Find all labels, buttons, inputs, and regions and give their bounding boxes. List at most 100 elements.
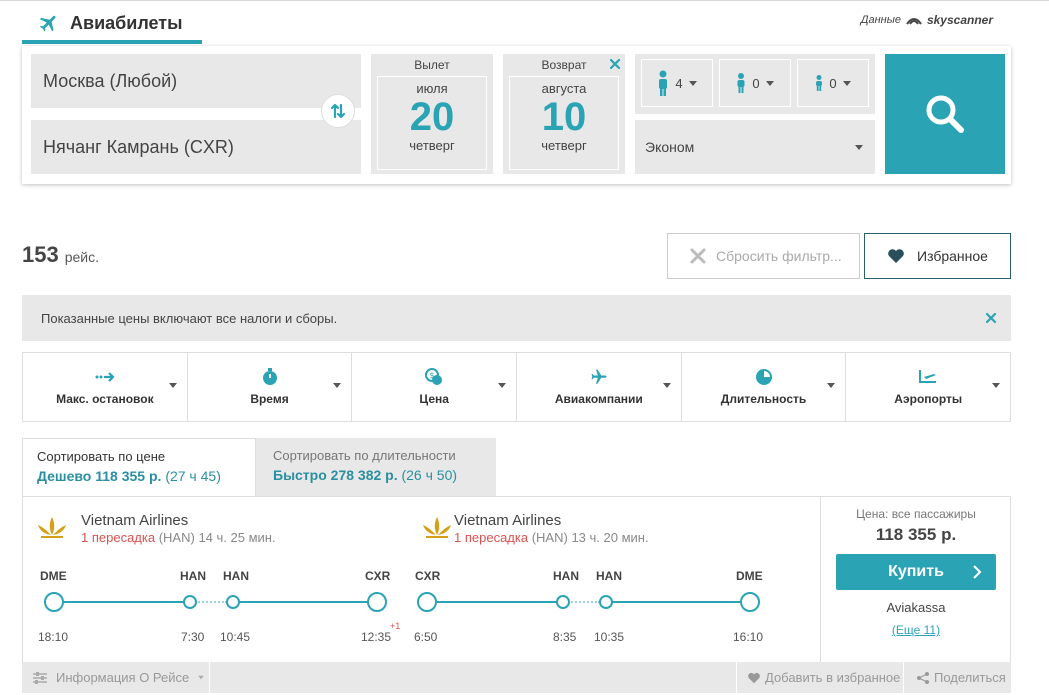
vietnam-airlines-logo-icon: [38, 517, 66, 538]
filter-label: Авиакомпании: [554, 392, 643, 406]
heart-icon: [888, 249, 904, 263]
add-fav-label: Добавить в избранное: [765, 670, 901, 685]
filter-stops[interactable]: Макс. остановок: [23, 353, 188, 421]
route-node: [44, 592, 64, 612]
flights-tab[interactable]: Авиабилеты: [22, 6, 202, 44]
filter-airports[interactable]: Аэропорты: [846, 353, 1010, 421]
route-node: [740, 592, 760, 612]
inbound-leg[interactable]: Vietnam Airlines 1 пересадка (HAN) 13 ч.…: [408, 497, 788, 665]
route-line: [610, 601, 744, 603]
favorites-label: Избранное: [917, 248, 988, 264]
adults-selector[interactable]: 4: [641, 59, 713, 107]
origin-field[interactable]: Москва (Любой): [31, 54, 361, 108]
child-icon: [737, 73, 745, 93]
return-day: 10: [541, 95, 587, 139]
price-value: 118 355 р.: [875, 525, 957, 544]
chevron-down-icon: [842, 80, 851, 86]
swap-button[interactable]: [321, 94, 355, 128]
sort-by-duration-tab[interactable]: Сортировать по длительности Быстро 278 3…: [256, 438, 496, 496]
buy-button[interactable]: Купить: [836, 554, 996, 590]
route-node: [556, 595, 570, 609]
cabin-class-value: Эконом: [645, 139, 695, 155]
agent-name: Aviakassa: [886, 600, 946, 615]
filter-label: Длительность: [720, 392, 807, 406]
children-count: 0: [752, 75, 760, 91]
departure-day: 20: [409, 95, 455, 139]
leg-time: 12:35: [361, 630, 392, 644]
sort-by-price-tab[interactable]: Сортировать по цене Дешево 118 355 р. (2…: [22, 438, 256, 497]
provider-label: Данные: [860, 14, 901, 26]
price-label: Цена: все пассажиры: [856, 507, 976, 521]
chevron-down-icon: [827, 383, 836, 388]
return-month: августа: [541, 81, 587, 96]
stops-count: 1 пересадка: [454, 530, 529, 545]
infant-icon: [816, 75, 823, 91]
route-node: [367, 592, 387, 612]
flight-info-button[interactable]: Информация О Рейсе: [22, 662, 210, 693]
reset-filters-label: Сбросить фильтр...: [716, 248, 842, 264]
filter-time[interactable]: Время: [188, 353, 353, 421]
route-node: [183, 595, 197, 609]
return-date[interactable]: Возврат августа 10 четверг: [503, 54, 625, 174]
leg-time: 10:35: [594, 630, 625, 644]
infants-selector[interactable]: 0: [797, 59, 869, 107]
route-line: [63, 601, 187, 603]
top-divider: [0, 0, 1049, 4]
search-button[interactable]: [885, 54, 1005, 174]
chevron-down-icon: [498, 383, 507, 388]
children-selector[interactable]: 0: [719, 59, 791, 107]
notice-text: Показанные цены включают все налоги и сб…: [41, 310, 338, 326]
plane-icon: [591, 369, 607, 384]
leg-time: 16:10: [733, 630, 764, 644]
layover-line: [568, 601, 600, 603]
return-label: Возврат: [541, 58, 587, 72]
route-line: [237, 601, 371, 603]
sort-duration: (26 ч 50): [401, 467, 458, 483]
day-shift: +1: [390, 621, 401, 631]
outbound-leg[interactable]: Vietnam Airlines 1 пересадка (HAN) 14 ч.…: [23, 497, 403, 665]
results-count-unit: рейс.: [64, 249, 100, 265]
data-provider: Данные skyscanner: [861, 13, 993, 27]
filter-label: Время: [250, 392, 289, 406]
airline-name: Vietnam Airlines: [81, 512, 189, 529]
reset-filters-button[interactable]: Сбросить фильтр...: [667, 233, 860, 279]
share-button[interactable]: Поделиться: [904, 662, 1011, 693]
route-node: [226, 595, 240, 609]
return-weekday: четверг: [541, 138, 587, 153]
cabin-class-select[interactable]: Эконом: [635, 120, 875, 174]
leg-time: 18:10: [38, 630, 69, 644]
chevron-down-icon: [168, 383, 177, 388]
chevron-down-icon: [333, 383, 342, 388]
filter-price[interactable]: $ Цена: [352, 353, 518, 421]
close-notice-icon[interactable]: [983, 310, 999, 326]
chevron-right-icon: [973, 565, 982, 579]
stops-info: 1 пересадка (HAN) 13 ч. 20 мин.: [454, 530, 649, 545]
filter-duration[interactable]: Длительность: [682, 353, 847, 421]
page-title: Авиабилеты: [70, 12, 183, 33]
route-line: [436, 601, 560, 603]
svg-text:$: $: [430, 371, 435, 380]
departure-date[interactable]: Вылет июля 20 четверг: [371, 54, 493, 174]
add-to-favorites-button[interactable]: Добавить в избранное: [736, 662, 904, 693]
filter-label: Макс. остановок: [56, 392, 154, 406]
airline-name: Vietnam Airlines: [454, 512, 562, 529]
airport-code: HAN: [596, 569, 622, 583]
results-count: 153 рейс.: [22, 242, 99, 268]
sort-title: Сортировать по цене: [37, 449, 166, 464]
sort-title: Сортировать по длительности: [273, 448, 456, 463]
provider-name: skyscanner: [926, 13, 993, 27]
stops-via: (HAN): [531, 530, 568, 545]
flight-info-label: Информация О Рейсе: [56, 670, 190, 685]
chevron-down-icon: [198, 675, 205, 680]
destination-field[interactable]: Нячанг Камрань (CXR): [31, 120, 361, 174]
route-node: [417, 592, 437, 612]
clear-return-icon[interactable]: [607, 56, 623, 72]
favorites-button[interactable]: Избранное: [864, 233, 1011, 279]
filter-airlines[interactable]: Авиакомпании: [517, 353, 682, 421]
more-offers-link[interactable]: (Еще 11): [891, 623, 941, 637]
coins-icon: $: [425, 368, 443, 385]
close-icon: [690, 248, 706, 264]
passengers-panel: 4 0 0: [635, 54, 875, 114]
departure-weekday: четверг: [409, 138, 455, 153]
flight-result-card: Vietnam Airlines 1 пересадка (HAN) 14 ч.…: [22, 496, 1011, 665]
